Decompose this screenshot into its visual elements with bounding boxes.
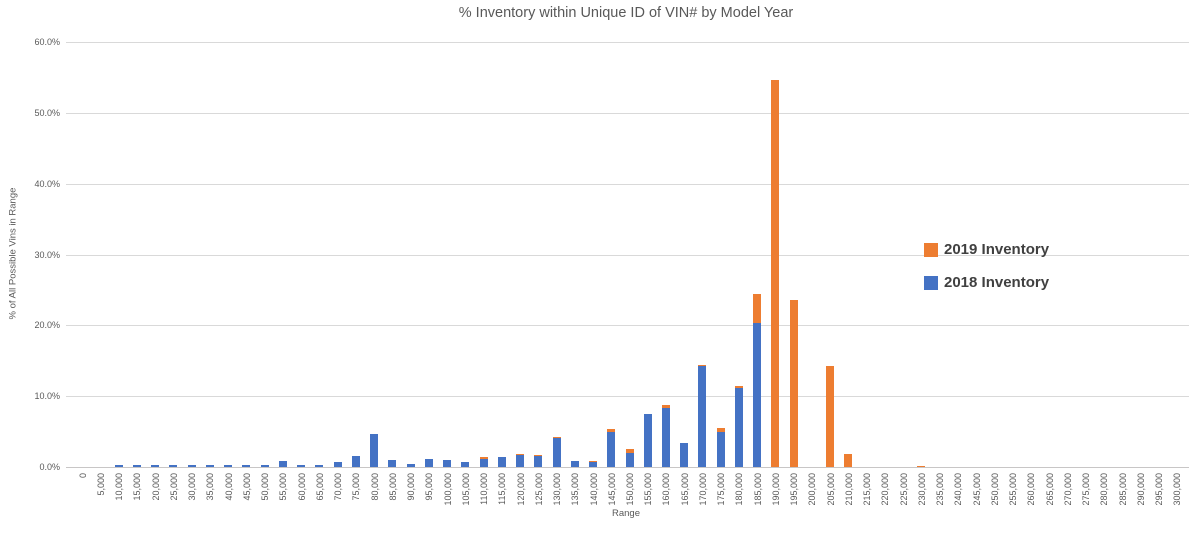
bar-2019-210,000: [844, 453, 853, 467]
gridline-50.0%: [66, 112, 1189, 114]
bar-2018-55,000: [278, 460, 287, 467]
bar-2018-130,000: [552, 437, 561, 467]
bar-2018-60,000: [297, 464, 306, 467]
legend-label-2018: 2018 Inventory: [944, 274, 1050, 291]
gridline-30.0%: [66, 254, 1189, 256]
bar-2018-85,000: [388, 459, 397, 467]
bar-2018-180,000: [734, 387, 743, 467]
bar-2019-230,000: [917, 465, 926, 467]
bar-2018-105,000: [461, 462, 470, 467]
plot-area: 0 5,000 10,000 15,000 20,000 25,000 30,000 35,0…: [66, 42, 1189, 506]
legend-swatch-2019-icon: [924, 242, 938, 257]
bar-2019-195,000: [789, 299, 798, 467]
bar-2018-120,000: [516, 454, 525, 467]
gridline-60.0%: [66, 42, 1189, 43]
x-axis-title: Range: [612, 508, 640, 519]
bar-2018-170,000: [698, 366, 707, 467]
bar-2018-185,000: [753, 323, 762, 467]
bar-2018-100,000: [443, 459, 452, 467]
bar-2018-15,000: [132, 464, 141, 467]
gridline-40.0%: [66, 183, 1189, 185]
bar-2018-35,000: [205, 464, 214, 467]
bar-2018-25,000: [169, 464, 178, 467]
bar-2018-75,000: [351, 455, 360, 467]
bar-2018-115,000: [497, 457, 506, 467]
bar-2018-45,000: [242, 464, 251, 467]
bar-2018-65,000: [315, 464, 324, 467]
gridline-10.0%: [66, 396, 1189, 398]
bar-2018-50,000: [260, 464, 269, 467]
bar-2018-135,000: [570, 460, 579, 467]
bar-2018-110,000: [479, 459, 488, 467]
bar-2018-80,000: [370, 434, 379, 467]
bar-2018-20,000: [151, 464, 160, 467]
bar-2018-70,000: [333, 462, 342, 467]
y-tick-20.0%: 20.0%: [34, 320, 60, 331]
bar-2018-30,000: [187, 464, 196, 467]
y-tick-30.0%: 30.0%: [34, 249, 60, 260]
bar-2019-190,000: [771, 80, 780, 467]
x-tick-300,000: 300,000: [1172, 473, 1183, 506]
y-tick-50.0%: 50.0%: [34, 107, 60, 118]
bar-2018-90,000: [406, 463, 415, 467]
bar-2018-40,000: [224, 464, 233, 467]
bar-2018-95,000: [424, 458, 433, 467]
bar-2018-150,000: [625, 452, 634, 467]
x-axis-line: [66, 467, 1189, 468]
bar-2018-175,000: [716, 431, 725, 467]
bar-2018-155,000: [643, 413, 652, 467]
bar-2018-125,000: [534, 455, 543, 467]
bar-2018-140,000: [589, 462, 597, 467]
bar-2018-145,000: [607, 432, 616, 467]
x-tick-0: 0: [77, 473, 88, 479]
legend: 2019 Inventory 2018 Inventory: [924, 241, 1049, 307]
y-tick-60.0%: 60.0%: [34, 37, 60, 47]
bar-2018-10,000: [114, 464, 123, 467]
legend-label-2019: 2019 Inventory: [944, 241, 1050, 258]
y-tick-40.0%: 40.0%: [34, 178, 60, 189]
bar-2018-165,000: [680, 442, 689, 467]
gridline-20.0%: [66, 325, 1189, 327]
bar-2018-160,000: [661, 407, 670, 467]
y-tick-0.0%: 0.0%: [39, 462, 60, 472]
y-tick-10.0%: 10.0%: [34, 391, 60, 402]
legend-swatch-2018-icon: [924, 275, 938, 290]
bar-2019-205,000: [826, 365, 835, 467]
chart-title: % Inventory within Unique ID of VIN# by …: [458, 5, 794, 21]
legend-item-2018: 2018 Inventory: [924, 274, 1049, 291]
legend-item-2019: 2019 Inventory: [924, 241, 1049, 258]
